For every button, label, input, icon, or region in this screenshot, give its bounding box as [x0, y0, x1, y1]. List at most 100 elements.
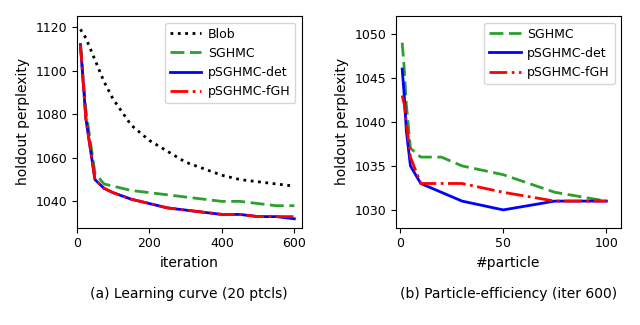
pSGHMC-det	[91, 178, 99, 182]
SGHMC	[291, 204, 298, 208]
SGHMC	[164, 193, 172, 197]
pSGHMC-fGH	[254, 214, 262, 218]
pSGHMC-fGH	[200, 210, 207, 214]
pSGHMC-det	[403, 129, 410, 133]
Blob	[127, 123, 135, 127]
SGHMC	[438, 155, 445, 159]
pSGHMC-det	[200, 210, 207, 214]
SGHMC	[100, 182, 108, 186]
pSGHMC-fGH	[403, 120, 410, 124]
pSGHMC-det	[100, 186, 108, 190]
pSGHMC-fGH	[602, 199, 610, 203]
pSGHMC-det	[236, 213, 244, 216]
pSGHMC-det	[77, 43, 84, 46]
SGHMC	[91, 171, 99, 175]
pSGHMC-fGH	[218, 213, 226, 216]
Line: pSGHMC-det: pSGHMC-det	[402, 69, 606, 210]
pSGHMC-det	[273, 214, 280, 218]
pSGHMC-fGH	[551, 199, 559, 203]
Blob	[145, 138, 153, 142]
X-axis label: #particle: #particle	[476, 256, 541, 270]
pSGHMC-fGH	[182, 208, 189, 212]
pSGHMC-det	[417, 182, 424, 186]
pSGHMC-fGH	[77, 43, 84, 46]
Line: pSGHMC-fGH: pSGHMC-fGH	[402, 96, 606, 201]
pSGHMC-det	[406, 164, 414, 168]
SGHMC	[273, 204, 280, 208]
pSGHMC-det	[164, 206, 172, 210]
Line: SGHMC: SGHMC	[81, 45, 294, 206]
SGHMC	[398, 41, 406, 45]
Blob	[77, 27, 84, 31]
SGHMC	[417, 155, 424, 159]
pSGHMC-fGH	[145, 202, 153, 205]
Blob	[164, 149, 172, 153]
Line: pSGHMC-fGH: pSGHMC-fGH	[81, 45, 294, 216]
pSGHMC-det	[218, 213, 226, 216]
pSGHMC-fGH	[438, 182, 445, 186]
SGHMC	[403, 102, 410, 106]
pSGHMC-det	[602, 199, 610, 203]
pSGHMC-det	[291, 217, 298, 221]
pSGHMC-fGH	[417, 182, 424, 186]
pSGHMC-det	[82, 117, 90, 121]
pSGHMC-fGH	[401, 102, 408, 106]
pSGHMC-fGH	[82, 117, 90, 121]
Legend: Blob, SGHMC, pSGHMC-det, pSGHMC-fGH: Blob, SGHMC, pSGHMC-det, pSGHMC-fGH	[165, 22, 295, 103]
pSGHMC-fGH	[406, 155, 414, 159]
Blob	[273, 182, 280, 186]
pSGHMC-fGH	[291, 214, 298, 218]
pSGHMC-det	[458, 199, 466, 203]
Blob	[200, 167, 207, 171]
SGHMC	[602, 199, 610, 203]
SGHMC	[200, 197, 207, 201]
SGHMC	[458, 164, 466, 168]
Blob	[291, 184, 298, 188]
Line: pSGHMC-det: pSGHMC-det	[81, 45, 294, 219]
Text: (a) Learning curve (20 ptcls): (a) Learning curve (20 ptcls)	[90, 287, 288, 301]
pSGHMC-det	[145, 202, 153, 205]
SGHMC	[551, 190, 559, 194]
SGHMC	[145, 191, 153, 195]
SGHMC	[77, 43, 84, 46]
Legend: SGHMC, pSGHMC-det, pSGHMC-fGH: SGHMC, pSGHMC-det, pSGHMC-fGH	[484, 22, 614, 84]
Blob	[236, 178, 244, 182]
pSGHMC-det	[551, 199, 559, 203]
Blob	[100, 80, 108, 84]
pSGHMC-fGH	[236, 213, 244, 216]
pSGHMC-det	[401, 94, 408, 98]
pSGHMC-det	[398, 67, 406, 71]
Line: Blob: Blob	[81, 29, 294, 186]
pSGHMC-fGH	[127, 197, 135, 201]
SGHMC	[127, 188, 135, 192]
SGHMC	[218, 200, 226, 203]
SGHMC	[182, 195, 189, 199]
pSGHMC-fGH	[499, 190, 507, 194]
pSGHMC-fGH	[398, 94, 406, 98]
SGHMC	[82, 108, 90, 112]
pSGHMC-det	[499, 208, 507, 212]
X-axis label: iteration: iteration	[160, 256, 219, 270]
Text: (b) Particle-efficiency (iter 600): (b) Particle-efficiency (iter 600)	[400, 287, 617, 301]
pSGHMC-fGH	[91, 178, 99, 182]
SGHMC	[499, 173, 507, 177]
pSGHMC-det	[438, 190, 445, 194]
pSGHMC-det	[182, 208, 189, 212]
pSGHMC-fGH	[164, 206, 172, 210]
Blob	[82, 36, 90, 40]
pSGHMC-fGH	[458, 182, 466, 186]
Blob	[109, 97, 117, 101]
Blob	[218, 173, 226, 177]
SGHMC	[109, 184, 117, 188]
pSGHMC-fGH	[100, 186, 108, 190]
pSGHMC-fGH	[109, 191, 117, 195]
pSGHMC-fGH	[273, 214, 280, 218]
Blob	[91, 58, 99, 62]
SGHMC	[401, 67, 408, 71]
Y-axis label: holdout perplexity: holdout perplexity	[15, 58, 29, 186]
SGHMC	[254, 202, 262, 205]
Blob	[182, 160, 189, 164]
SGHMC	[406, 146, 414, 150]
pSGHMC-det	[254, 214, 262, 218]
Line: SGHMC: SGHMC	[402, 43, 606, 201]
